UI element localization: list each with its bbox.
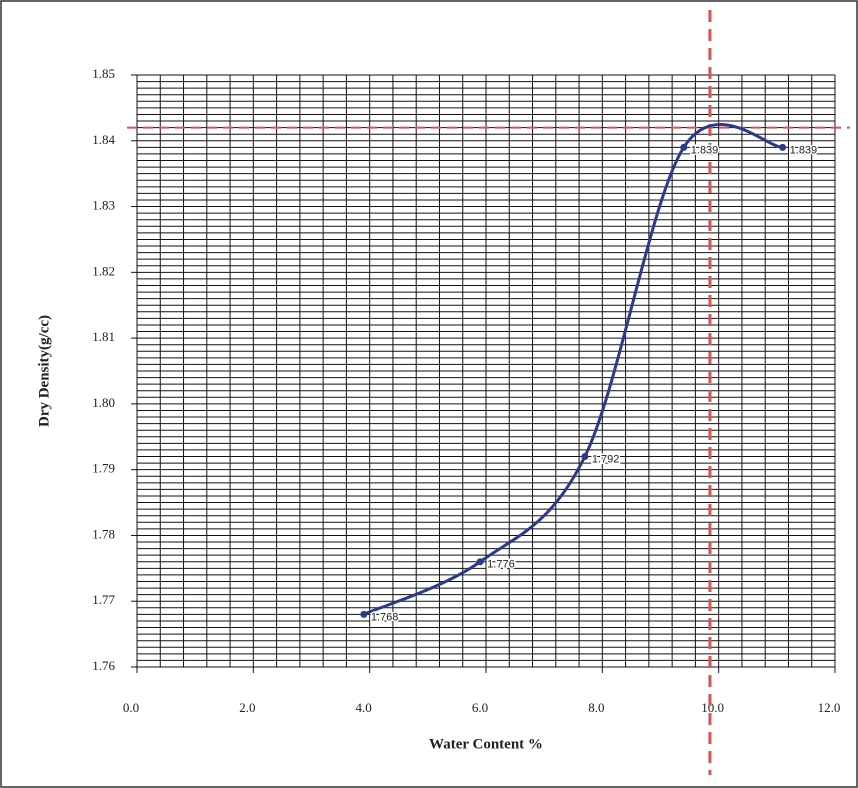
x-tick-label: 10.0 [701,700,724,715]
data-point [581,453,589,461]
y-tick-label: 1.82 [92,263,115,278]
data-label: 1.792 [592,453,620,465]
data-label: 1.839 [691,144,719,156]
y-tick-label: 1.79 [92,461,115,476]
y-tick-label: 1.81 [92,329,115,344]
y-tick-label: 1.77 [92,592,115,607]
data-point [680,143,688,151]
x-tick-label: 12.0 [818,700,841,715]
y-tick-label: 1.84 [92,132,115,147]
y-tick-label: 1.85 [92,66,115,81]
data-point [779,143,787,151]
data-label: 1.768 [371,611,399,623]
data-point [360,610,368,618]
x-tick-label: 2.0 [239,700,255,715]
data-line [363,123,783,616]
y-tick-label: 1.78 [92,526,115,541]
x-axis-title: Water Content % [429,736,543,752]
y-axis-title: Dry Density(g/cc) [36,315,52,427]
y-tick-label: 1.80 [92,395,115,410]
x-tick-label: 0.0 [123,700,139,715]
x-tick-label: 6.0 [472,700,488,715]
x-tick-label: 4.0 [356,700,372,715]
x-tick-label: 8.0 [588,700,604,715]
data-label: 1.776 [487,559,515,571]
data-label: 1.839 [790,144,818,156]
y-tick-label: 1.76 [92,658,115,673]
y-tick-label: 1.83 [92,198,115,213]
data-point [476,558,484,566]
